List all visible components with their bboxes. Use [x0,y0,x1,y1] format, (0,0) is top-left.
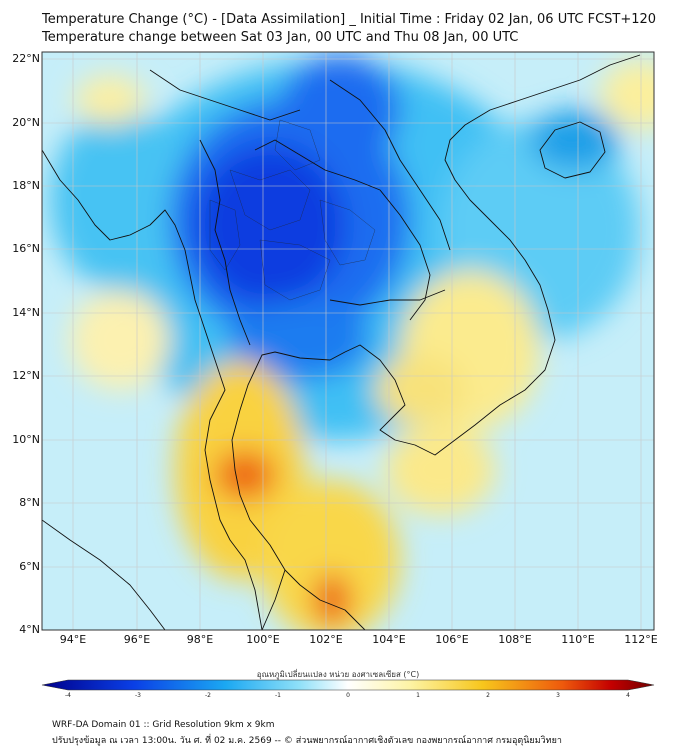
lat-label-6: 6°N [19,560,40,573]
lat-label-18: 18°N [12,179,40,192]
lon-label-106: 106°E [435,633,469,646]
colorbar-tick-3: 3 [556,692,560,699]
warm-region-northeast [600,60,654,130]
lon-label-108: 108°E [498,633,532,646]
warm-region-east [375,355,465,425]
temperature-field [50,55,654,630]
cold-core [195,145,345,305]
lat-label-12: 12°N [12,369,40,382]
coastline-sumatra [42,519,166,630]
lon-label-94: 94°E [59,633,87,646]
lon-label-96: 96°E [123,633,151,646]
colorbar-bar [41,679,655,691]
colorbar-tick-neg4: -4 [65,692,71,699]
lat-label-22: 22°N [12,52,40,65]
footer-update-info: ปรับปรุงข้อมูล ณ เวลา 13:00น. วัน ศ. ที่… [52,736,562,746]
coastlines [42,54,641,630]
lon-label-104: 104°E [372,633,406,646]
lon-label-110: 110°E [561,633,595,646]
colorbar-title: อุณหภูมิเปลี่ยนแปลง หน่วย องศาเซลเซียส (… [256,670,420,679]
lat-label-10: 10°N [12,433,40,446]
border-myanmar-china [149,69,301,121]
colorbar-tick-1: 1 [416,692,420,699]
lat-label-16: 16°N [12,242,40,255]
temperature-change-map [41,51,655,631]
border-thailand-laos [254,139,431,321]
coastline-hainan [539,121,606,179]
map-frame [41,51,655,631]
warm-region-southeast [385,425,495,515]
hot-spot-peninsula [215,451,275,499]
colorbar-tick-2: 2 [486,692,490,699]
border-cambodia [329,289,446,306]
coastline-malay-south [284,569,366,630]
title-line-1: Temperature Change (°C) - [Data Assimila… [42,12,657,27]
colorbar-tick-neg2: -2 [205,692,211,699]
lat-label-20: 20°N [12,116,40,129]
lon-label-102: 102°E [309,633,343,646]
lat-label-8: 8°N [19,496,40,509]
lat-label-14: 14°N [12,306,40,319]
lon-label-112: 112°E [624,633,658,646]
cold-region-central [230,300,370,380]
colorbar-tick-neg3: -3 [135,692,141,699]
cold-spot-hainan [530,110,620,170]
cold-region-northern [280,55,400,165]
warm-region-west [70,290,170,390]
warm-region-northwest [75,75,145,125]
footer-domain-info: WRF-DA Domain 01 :: Grid Resolution 9km … [52,720,275,730]
border-myanmar-thailand [199,139,251,346]
coastline-myanmar-west [42,149,263,630]
border-vietnam-laos [329,79,451,251]
warm-region-south [260,480,400,630]
cool-region-west [50,110,190,290]
province-borders [209,119,376,301]
coastline-gulf-of-thailand [231,54,641,630]
colorbar-tick-4: 4 [626,692,630,699]
lon-label-100: 100°E [246,633,280,646]
lat-label-4: 4°N [19,623,40,636]
hot-spot-south [314,574,350,626]
lon-label-98: 98°E [186,633,214,646]
colorbar-tick-neg1: -1 [275,692,281,699]
colorbar-tick-0: 0 [346,692,350,699]
title-line-2: Temperature change between Sat 03 Jan, 0… [42,30,519,45]
graticule [42,52,654,630]
